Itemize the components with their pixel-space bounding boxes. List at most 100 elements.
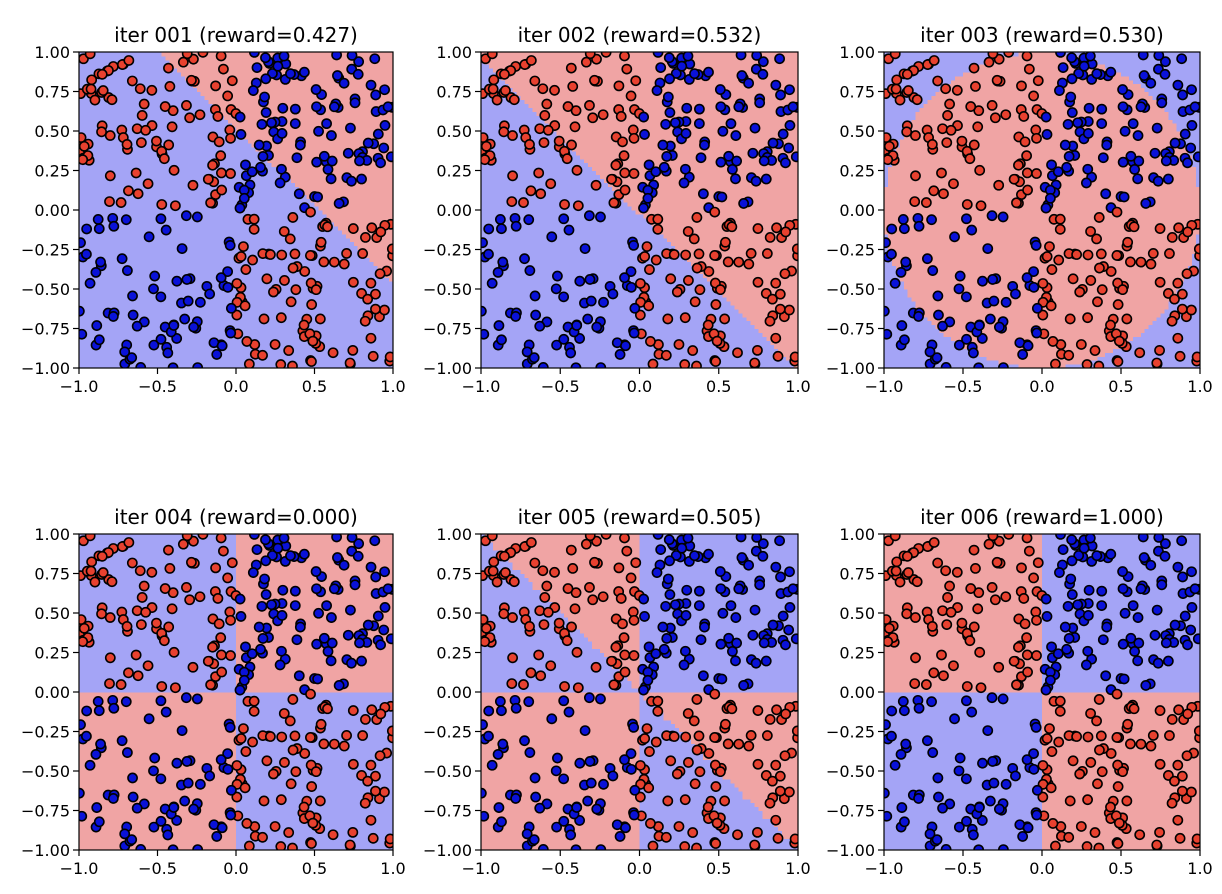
data-point — [204, 770, 216, 782]
data-point — [774, 303, 786, 315]
data-point — [789, 833, 798, 845]
subplot-title: iter 006 (reward=1.000) — [920, 505, 1164, 529]
data-point — [202, 173, 214, 185]
data-point — [386, 725, 393, 737]
data-point — [652, 213, 664, 225]
data-point — [1147, 730, 1159, 741]
data-point — [313, 607, 324, 619]
data-point — [884, 237, 891, 249]
data-point — [493, 320, 505, 331]
data-point — [365, 561, 377, 573]
data-point — [1119, 607, 1131, 619]
data-point — [638, 593, 650, 605]
data-point — [246, 166, 258, 178]
data-point — [486, 534, 498, 542]
data-point — [1185, 142, 1197, 154]
data-point — [1059, 139, 1071, 151]
data-point — [986, 99, 998, 111]
data-point — [774, 770, 786, 782]
data-point — [492, 266, 504, 278]
data-point — [1061, 161, 1073, 173]
data-point — [619, 184, 631, 196]
data-point — [310, 284, 322, 296]
data-point — [693, 730, 705, 742]
data-point — [212, 593, 224, 604]
data-point — [123, 667, 134, 679]
data-point — [385, 633, 393, 645]
data-point — [121, 265, 133, 276]
data-point — [1017, 349, 1029, 360]
data-point — [1172, 79, 1184, 91]
data-point — [210, 80, 222, 92]
data-point — [171, 275, 183, 287]
data-point — [1113, 817, 1125, 829]
data-point — [123, 55, 135, 66]
data-point — [1028, 748, 1039, 760]
data-point — [163, 544, 174, 556]
data-point — [662, 573, 674, 585]
data-point — [921, 253, 933, 265]
data-point — [213, 618, 225, 630]
data-point — [1030, 239, 1042, 251]
data-point — [1160, 538, 1171, 550]
data-point — [1072, 117, 1084, 129]
data-point — [283, 827, 295, 838]
data-point — [247, 567, 259, 578]
data-point — [927, 265, 939, 276]
data-point — [93, 223, 105, 235]
data-point — [699, 621, 710, 633]
data-point — [652, 705, 664, 717]
data-point — [1145, 77, 1157, 89]
data-point — [702, 801, 714, 813]
data-point — [1082, 312, 1093, 324]
data-point — [606, 173, 617, 185]
data-point — [687, 827, 699, 838]
data-point — [720, 718, 731, 730]
data-point — [243, 840, 255, 850]
data-point — [936, 649, 947, 661]
data-point — [1181, 268, 1193, 280]
data-point — [736, 552, 748, 563]
data-point — [215, 272, 227, 284]
data-point — [258, 313, 270, 325]
data-point — [164, 563, 176, 574]
data-point — [731, 155, 743, 167]
data-point — [711, 817, 723, 829]
data-point — [524, 620, 535, 632]
data-point — [699, 139, 710, 151]
data-point — [191, 211, 203, 223]
data-point — [305, 250, 316, 261]
data-point — [289, 730, 301, 742]
data-point — [886, 705, 898, 717]
data-point — [1054, 705, 1066, 717]
data-point — [987, 534, 999, 542]
data-point — [486, 52, 498, 60]
data-point — [528, 352, 540, 364]
data-point — [1186, 119, 1198, 131]
data-point — [1112, 299, 1124, 310]
data-point — [660, 349, 672, 361]
data-point — [937, 320, 948, 332]
data-point — [1128, 703, 1140, 715]
data-point — [628, 721, 640, 733]
data-point — [521, 828, 533, 840]
y-tick-label: 1.00 — [839, 525, 875, 544]
data-point — [1010, 288, 1021, 300]
data-point — [584, 534, 596, 542]
data-point — [595, 211, 606, 223]
data-point — [1095, 248, 1107, 260]
data-point — [131, 802, 143, 814]
data-point — [784, 84, 795, 96]
data-point — [628, 132, 640, 144]
data-point — [89, 576, 101, 588]
data-point — [143, 713, 155, 725]
data-point — [79, 636, 89, 648]
y-tick-label: 1.00 — [34, 43, 70, 62]
data-point — [789, 351, 798, 363]
data-point — [965, 583, 977, 594]
data-point — [1081, 841, 1093, 850]
data-point — [552, 752, 563, 764]
data-point — [1082, 249, 1094, 261]
data-point — [643, 159, 655, 171]
